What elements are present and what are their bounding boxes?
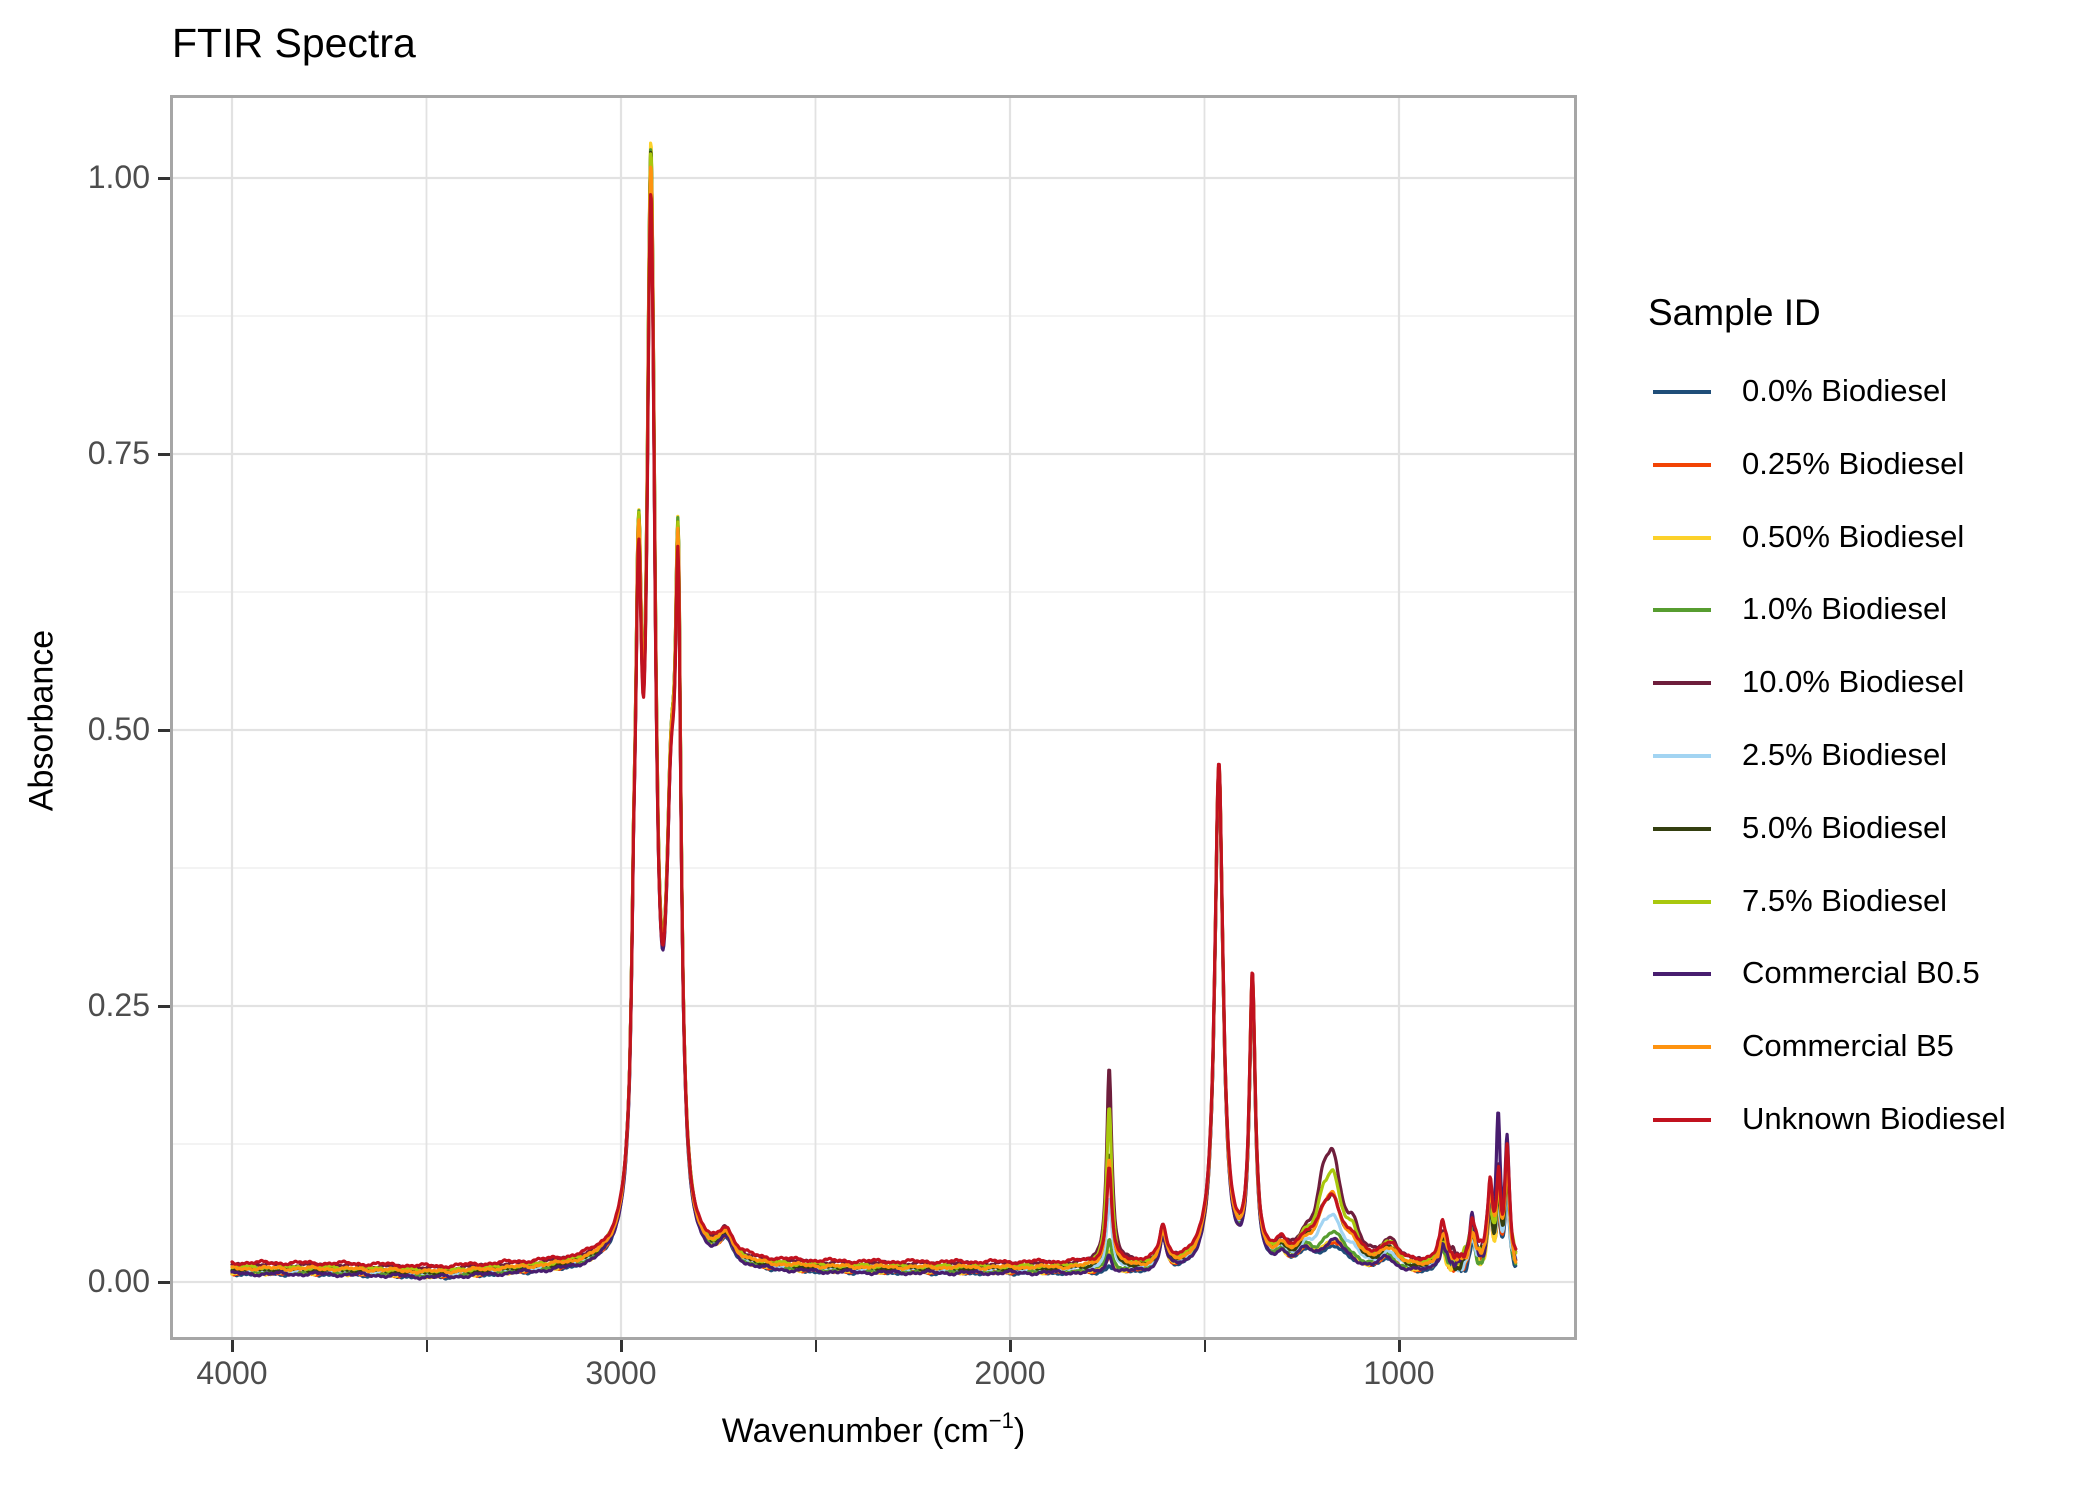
legend-label: Commercial B5 bbox=[1742, 1028, 1954, 1064]
legend-swatch-line bbox=[1653, 1045, 1711, 1050]
x-tick-mark-2500 bbox=[814, 1340, 817, 1352]
y-tick-mark-0.00 bbox=[158, 1281, 170, 1284]
legend-swatch-line bbox=[1653, 535, 1711, 540]
x-axis-title-superscript: −1 bbox=[988, 1408, 1014, 1433]
series-line-0.50-biodiesel bbox=[230, 141, 1518, 1280]
x-tick-mark-1500 bbox=[1203, 1340, 1206, 1352]
y-tick-mark-0.75 bbox=[158, 453, 170, 456]
legend-label: 7.5% Biodiesel bbox=[1742, 882, 1948, 918]
x-tick-label-4000: 4000 bbox=[196, 1355, 268, 1391]
legend-title: Sample ID bbox=[1648, 292, 1821, 333]
legend-swatch-line bbox=[1653, 826, 1711, 831]
gridlines bbox=[170, 95, 1577, 1340]
x-axis-title: Wavenumber (cm−1) bbox=[170, 1408, 1577, 1451]
panel-border bbox=[170, 95, 1577, 1340]
legend-swatch-line bbox=[1653, 390, 1711, 394]
x-tick-mark-2000 bbox=[1009, 1340, 1012, 1352]
legend-swatch-line bbox=[1653, 972, 1711, 977]
series-line-1.0-biodiesel bbox=[230, 148, 1518, 1278]
plot-panel bbox=[170, 95, 1577, 1340]
series-line-commercial-b0.5 bbox=[230, 172, 1518, 1281]
x-tick-label-3000: 3000 bbox=[585, 1355, 657, 1391]
legend-label: 5.0% Biodiesel bbox=[1742, 809, 1948, 845]
x-axis-title-text: Wavenumber (cm bbox=[721, 1412, 989, 1450]
x-tick-mark-1000 bbox=[1398, 1340, 1401, 1352]
series-line-commercial-b5 bbox=[230, 165, 1518, 1275]
y-tick-label-0.50: 0.50 bbox=[87, 711, 150, 747]
legend-swatch-line bbox=[1653, 681, 1711, 686]
series-line-7.5-biodiesel bbox=[230, 152, 1518, 1274]
legend-swatch-line bbox=[1653, 462, 1711, 467]
series-line-0.25-biodiesel bbox=[230, 161, 1518, 1279]
series-line-unknown-biodiesel bbox=[230, 193, 1518, 1270]
x-axis-title-close: ) bbox=[1013, 1412, 1026, 1450]
x-tick-label-1000: 1000 bbox=[1363, 1355, 1435, 1391]
series-line-2.5-biodiesel bbox=[230, 165, 1518, 1277]
y-tick-label-0.00: 0.00 bbox=[87, 1263, 150, 1299]
legend-label: 2.5% Biodiesel bbox=[1742, 737, 1948, 772]
spectra-curves bbox=[230, 141, 1518, 1281]
legend-swatch-line bbox=[1653, 1118, 1711, 1122]
x-tick-mark-3000 bbox=[620, 1340, 623, 1352]
y-tick-label-0.25: 0.25 bbox=[87, 987, 150, 1023]
legend-label: 10.0% Biodiesel bbox=[1742, 664, 1965, 700]
legend-label: 0.50% Biodiesel bbox=[1742, 518, 1965, 554]
page-title: FTIR Spectra bbox=[172, 20, 416, 66]
y-tick-mark-0.25 bbox=[158, 1005, 170, 1008]
legend-label: 0.25% Biodiesel bbox=[1742, 445, 1965, 481]
legend-label: Unknown Biodiesel bbox=[1742, 1101, 2006, 1136]
series-line-10.0-biodiesel bbox=[230, 173, 1518, 1272]
legend-label: 0.0% Biodiesel bbox=[1742, 373, 1948, 408]
legend-swatch-line bbox=[1653, 899, 1711, 904]
x-tick-mark-4000 bbox=[231, 1340, 234, 1352]
legend-label: Commercial B0.5 bbox=[1742, 955, 1980, 991]
legend-swatch-line bbox=[1653, 608, 1711, 613]
series-line-5.0-biodiesel bbox=[230, 150, 1518, 1277]
legend-label: 1.0% Biodiesel bbox=[1742, 591, 1948, 627]
y-tick-mark-0.50 bbox=[158, 729, 170, 732]
x-tick-label-2000: 2000 bbox=[974, 1355, 1046, 1391]
legend-swatch-line bbox=[1653, 754, 1711, 758]
y-tick-label-1.00: 1.00 bbox=[87, 159, 150, 195]
y-tick-label-0.75: 0.75 bbox=[87, 435, 150, 471]
x-tick-mark-3500 bbox=[425, 1340, 428, 1352]
series-line-0.0-biodiesel bbox=[230, 169, 1518, 1281]
y-tick-mark-1.00 bbox=[158, 177, 170, 180]
